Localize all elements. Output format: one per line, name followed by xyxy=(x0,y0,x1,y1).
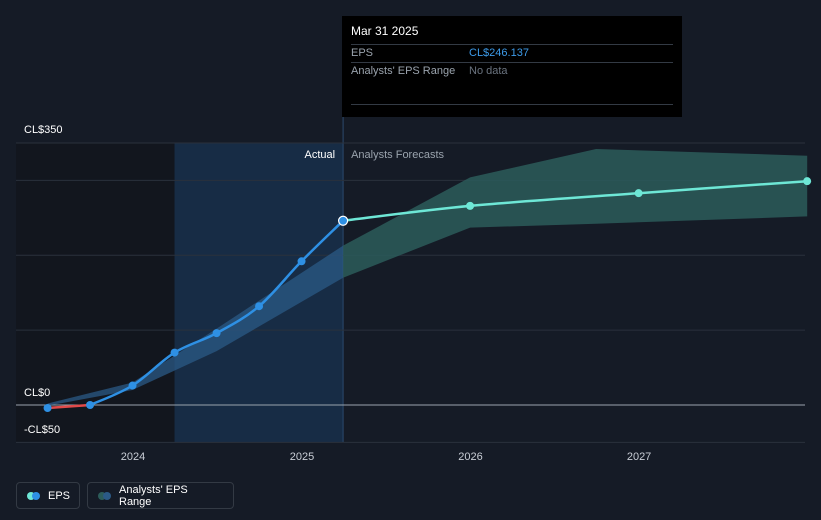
legend-eps-button[interactable]: EPS xyxy=(16,482,80,509)
eps-point xyxy=(255,302,264,311)
eps-legend-icon xyxy=(27,491,40,500)
actual-region xyxy=(174,143,344,443)
tooltip-eps-label: EPS xyxy=(351,47,374,59)
y-tick-label-neg50: -CL$50 xyxy=(24,424,61,436)
eps-point xyxy=(86,401,95,409)
x-tick-label: 2024 xyxy=(121,451,145,463)
tooltip-eps-value: CL$246.137 xyxy=(469,47,529,59)
tooltip-range-value: No data xyxy=(469,65,508,77)
eps-point xyxy=(212,329,221,338)
eps-point xyxy=(170,348,179,357)
legend-range-button[interactable]: Analysts' EPS Range xyxy=(87,482,234,509)
legend-range-label: Analysts' EPS Range xyxy=(119,483,188,508)
forecast-label: Analysts Forecasts xyxy=(351,149,444,161)
x-tick-label: 2026 xyxy=(458,451,482,463)
x-tick-label: 2025 xyxy=(290,451,314,463)
forecast-point xyxy=(466,201,475,210)
forecast-point xyxy=(803,177,812,186)
forecast-point xyxy=(634,189,643,198)
eps-point xyxy=(43,403,52,412)
tooltip: Mar 31 2025 EPS CL$246.137 Analysts' EPS… xyxy=(342,16,682,117)
range-legend-icon xyxy=(98,491,111,500)
forecast-line xyxy=(342,179,808,222)
actual-label: Actual xyxy=(305,149,336,161)
y-tick-label-0: CL$0 xyxy=(24,387,51,399)
range-band-forecast xyxy=(343,149,808,278)
tooltip-date: Mar 31 2025 xyxy=(351,24,419,38)
eps-point xyxy=(337,215,349,226)
tooltip-eps-row: EPS CL$246.137 xyxy=(351,44,673,62)
tooltip-range-row: Analysts' EPS Range No data xyxy=(351,62,673,105)
eps-point xyxy=(128,381,137,390)
eps-point xyxy=(297,257,306,266)
legend-eps-label: EPS xyxy=(48,489,71,502)
y-tick-label-350: CL$350 xyxy=(24,124,63,136)
x-tick-label: 2027 xyxy=(627,451,651,463)
tooltip-range-label: Analysts' EPS Range xyxy=(351,65,456,77)
